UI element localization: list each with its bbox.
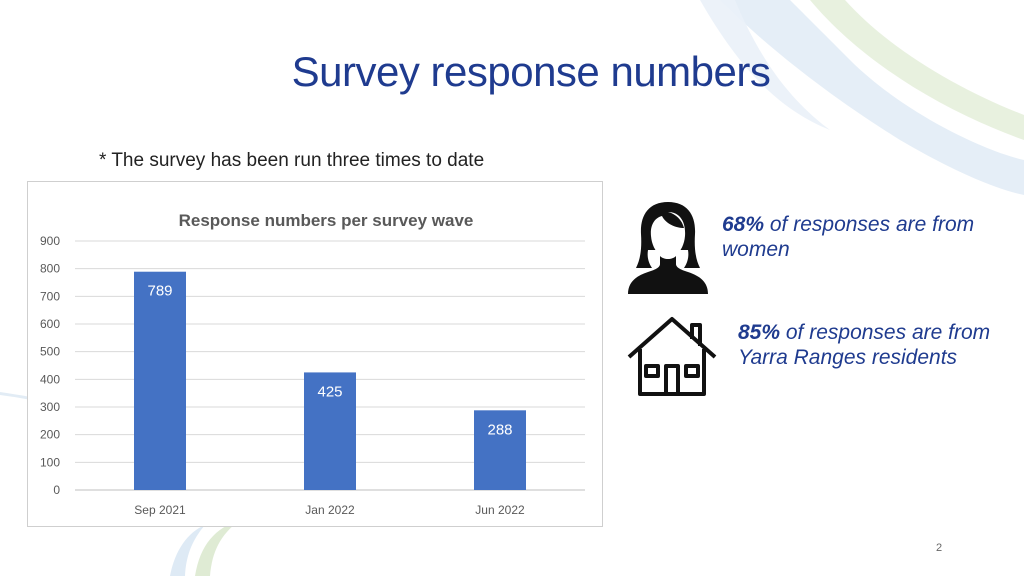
y-tick-label: 0 bbox=[53, 483, 60, 497]
bar bbox=[304, 372, 356, 490]
slide-title: Survey response numbers bbox=[291, 48, 771, 95]
y-tick-label: 100 bbox=[40, 455, 60, 469]
y-tick-label: 200 bbox=[40, 428, 60, 442]
y-tick-label: 300 bbox=[40, 400, 60, 414]
women-stat-percent: 68% bbox=[722, 213, 765, 236]
y-tick-label: 900 bbox=[40, 234, 60, 248]
bar bbox=[474, 410, 526, 490]
y-tick-label: 400 bbox=[40, 372, 60, 386]
woman-icon bbox=[628, 202, 708, 294]
y-tick-label: 800 bbox=[40, 262, 60, 276]
chart-title: Response numbers per survey wave bbox=[179, 211, 474, 230]
survey-note: * The survey has been run three times to… bbox=[99, 150, 485, 171]
bar-chart: Response numbers per survey wave 0 100 200 3… bbox=[40, 211, 585, 517]
y-tick-label: 600 bbox=[40, 317, 60, 331]
bar-chart-container: Response numbers per survey wave 0 100 200 3… bbox=[27, 181, 603, 527]
bar bbox=[134, 271, 186, 490]
residents-stat-text: of responses are from Yarra Ranges resid… bbox=[738, 321, 991, 369]
x-tick-label: Jan 2022 bbox=[305, 503, 355, 517]
women-stat: 68% of responses are from women bbox=[722, 212, 982, 262]
y-tick-label: 700 bbox=[40, 289, 60, 303]
x-tick-label: Jun 2022 bbox=[475, 503, 525, 517]
data-label: 789 bbox=[147, 283, 172, 300]
house-icon bbox=[627, 317, 717, 396]
x-tick-label: Sep 2021 bbox=[134, 503, 186, 517]
page-number: 2 bbox=[936, 542, 943, 554]
data-label: 425 bbox=[317, 383, 342, 400]
residents-stat: 85% of responses are from Yarra Ranges r… bbox=[738, 320, 998, 370]
residents-stat-percent: 85% bbox=[738, 321, 781, 344]
data-label: 288 bbox=[487, 421, 512, 438]
women-stat-text: of responses are from women bbox=[722, 213, 975, 261]
y-tick-label: 500 bbox=[40, 345, 60, 359]
